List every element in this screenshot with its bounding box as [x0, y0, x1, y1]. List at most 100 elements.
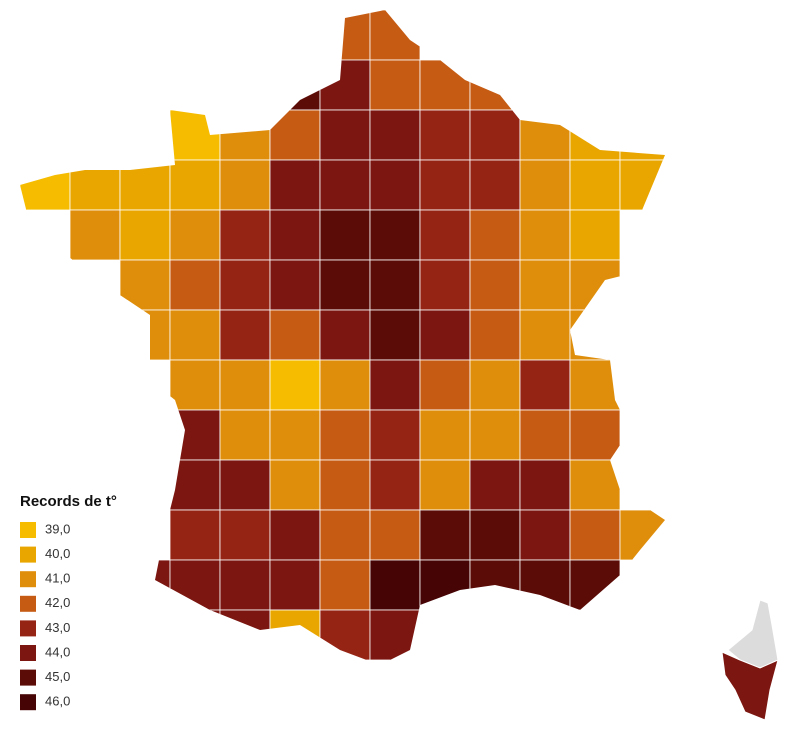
department	[269, 109, 321, 161]
department	[269, 209, 321, 261]
department	[169, 209, 221, 261]
legend-title: Records de t°	[20, 493, 117, 510]
department	[519, 259, 571, 311]
department	[569, 559, 621, 611]
department	[69, 209, 121, 261]
department	[169, 509, 221, 561]
department	[419, 209, 471, 261]
legend-label: 42,0	[45, 595, 70, 610]
department	[619, 159, 665, 211]
department	[219, 609, 271, 661]
department	[219, 309, 271, 361]
legend-swatch	[20, 595, 36, 612]
legend-label: 40,0	[45, 546, 70, 561]
department	[219, 159, 271, 211]
department	[69, 159, 121, 211]
department	[319, 309, 371, 361]
department	[419, 309, 471, 361]
department	[369, 559, 421, 611]
legend-swatch	[20, 645, 36, 661]
department	[319, 209, 371, 261]
department	[419, 159, 471, 211]
department	[369, 609, 421, 661]
department	[519, 209, 571, 261]
department	[219, 559, 271, 611]
department	[219, 409, 271, 461]
department	[319, 459, 371, 511]
department	[419, 459, 471, 511]
department	[569, 309, 621, 361]
department	[269, 159, 321, 211]
department	[119, 309, 171, 361]
department	[369, 259, 421, 311]
department	[319, 109, 371, 161]
department	[219, 259, 271, 311]
legend-swatch	[20, 694, 36, 711]
department	[169, 259, 221, 311]
department	[269, 459, 321, 511]
department	[519, 109, 571, 161]
department	[569, 159, 621, 211]
department	[169, 409, 221, 461]
departments	[20, 10, 665, 661]
department	[569, 409, 621, 461]
department	[169, 109, 221, 161]
department	[319, 59, 371, 111]
department	[119, 209, 171, 261]
legend-swatch	[20, 620, 36, 637]
department	[319, 609, 371, 661]
legend-label: 46,0	[45, 694, 70, 709]
department	[469, 459, 521, 511]
department	[369, 309, 421, 361]
department	[219, 459, 271, 511]
department	[119, 559, 171, 611]
department	[319, 509, 371, 561]
department	[419, 559, 471, 611]
department	[169, 609, 221, 661]
department	[269, 359, 321, 411]
department	[269, 609, 321, 661]
department	[519, 359, 571, 411]
department	[219, 109, 271, 161]
department	[219, 209, 271, 261]
department	[369, 409, 421, 461]
department	[369, 159, 421, 211]
department	[469, 59, 521, 111]
department	[369, 209, 421, 261]
department	[469, 209, 521, 261]
department	[619, 509, 665, 561]
legend-label: 39,0	[45, 521, 70, 536]
department	[419, 59, 471, 111]
department	[169, 559, 221, 611]
department	[519, 159, 571, 211]
legend-label: 43,0	[45, 620, 70, 635]
department	[319, 10, 371, 61]
department	[569, 459, 621, 511]
legend: 39,0 40,0 41,0 42,0 43,0 44,0 45,0 46,0	[20, 521, 70, 711]
department	[569, 359, 621, 411]
department	[20, 159, 71, 211]
department	[519, 409, 571, 461]
department	[269, 259, 321, 311]
department	[319, 409, 371, 461]
department	[469, 409, 521, 461]
department	[619, 109, 665, 161]
department	[519, 459, 571, 511]
department	[419, 409, 471, 461]
department	[269, 559, 321, 611]
department	[469, 159, 521, 211]
department	[419, 509, 471, 561]
department	[319, 159, 371, 211]
department	[519, 559, 571, 611]
department	[419, 109, 471, 161]
corsica-south	[721, 651, 779, 721]
legend-swatch	[20, 522, 36, 538]
department	[219, 509, 271, 561]
legend-swatch	[20, 669, 36, 686]
department	[269, 59, 321, 111]
department	[419, 259, 471, 311]
department	[369, 59, 421, 111]
department	[569, 109, 621, 161]
